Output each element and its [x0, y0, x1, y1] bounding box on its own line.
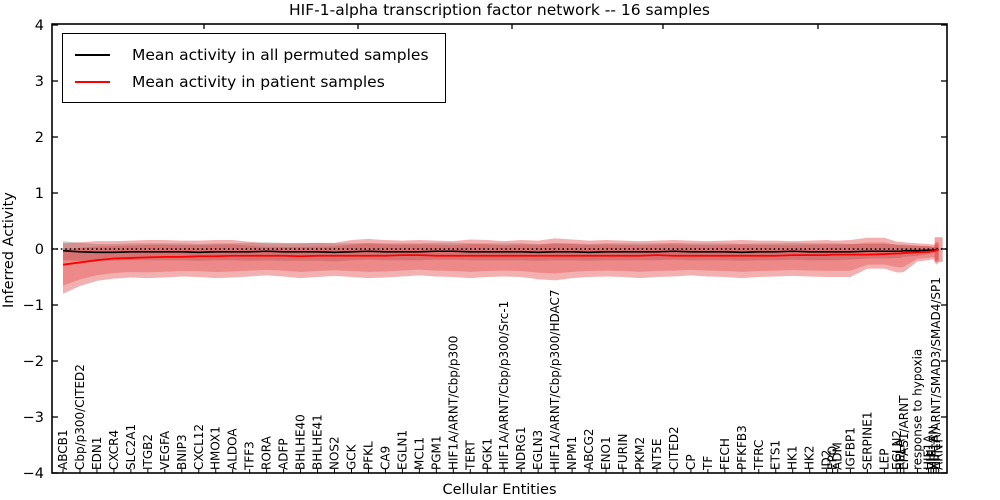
x-tick-label: CA9: [378, 446, 392, 470]
x-tick-label: EPO: [826, 446, 840, 470]
x-tick-label: BHLHE41: [311, 414, 325, 470]
y-tick-label: −1: [23, 298, 44, 314]
x-tick-label: HIF1A/ARNT/Cbp/p300: [446, 336, 460, 470]
x-axis-label: Cellular Entities: [442, 482, 557, 498]
x-tick-label: FURIN: [616, 433, 630, 470]
y-tick-label: −2: [23, 354, 44, 370]
patient-mean-line: [62, 248, 939, 266]
x-tick-label: CXCL12: [192, 424, 206, 470]
x-tick-label: HIF1A/ARNT/SMAD3/SMAD4/SP1: [929, 277, 943, 470]
x-tick-label: ENO1: [599, 436, 613, 470]
x-tick-label: EPAS1/ARNT: [897, 395, 911, 470]
x-tick-label: ALDOA: [226, 428, 240, 470]
x-tick-label: Cbp/p300/CITED2: [73, 364, 87, 470]
y-axis-label: Inferred Activity: [1, 192, 17, 308]
x-tick-label: ARNT: [932, 436, 946, 470]
x-tick-label: PKM2: [633, 437, 647, 470]
x-tick-label: CP: [684, 454, 698, 470]
x-tick-label: RORA: [260, 435, 274, 470]
legend-entry-permuted: Mean activity in all permuted samples: [75, 41, 429, 68]
legend-label-permuted: Mean activity in all permuted samples: [132, 45, 429, 64]
x-tick-label: SLC2A1: [124, 424, 138, 470]
x-tick-label: TERT: [463, 440, 477, 471]
x-tick-label: VEGFA: [158, 430, 172, 470]
y-tick-label: 0: [35, 242, 44, 258]
x-tick-label: EGLN2: [890, 430, 904, 470]
x-tick-label: IGFBP1: [843, 427, 857, 470]
x-tick-label: ETS1: [769, 440, 783, 470]
x-tick-label: CXCR4: [107, 430, 121, 470]
x-tick-label: ADFP: [277, 438, 291, 470]
x-tick-label: EGLN3: [531, 430, 545, 470]
x-tick-label: TF: [701, 456, 715, 471]
x-tick-label: PGM1: [429, 435, 443, 470]
x-tick-label: NPM1: [565, 436, 579, 470]
x-tick-label: NT5E: [650, 438, 664, 470]
x-tick-label: MCL1: [412, 437, 426, 470]
x-tick-label: NOS2: [328, 436, 342, 470]
x-tick-label: BHLHE40: [294, 414, 308, 470]
x-tick-label: VHL: [924, 446, 938, 470]
x-tick-label: HMOX1: [209, 426, 223, 470]
legend-box: Mean activity in all permuted samples Me…: [62, 33, 446, 103]
x-tick-label: TFRC: [752, 440, 766, 471]
x-tick-label: BNIP3: [175, 434, 189, 470]
x-tick-label: HIF1AN: [927, 426, 941, 470]
x-tick-label: SERPINE1: [860, 411, 874, 470]
x-tick-label: CITED2: [667, 426, 681, 470]
x-tick-label: HIF1A: [921, 434, 935, 470]
y-tick-label: −4: [23, 466, 44, 482]
patient-band-inner: [63, 242, 939, 286]
y-tick-label: 3: [35, 74, 44, 90]
x-tick-label: PFKFB3: [735, 425, 749, 470]
x-tick-label: FECH: [718, 438, 732, 470]
x-tick-label: GCK: [344, 443, 358, 470]
x-tick-label: HIF1A/ARNT/Cbp/p300/Src-1: [497, 301, 511, 470]
x-tick-label: LEP: [877, 448, 891, 470]
x-tick-label: response to hypoxia: [910, 349, 924, 470]
x-tick-label: RELA: [893, 438, 907, 470]
x-tick-label: PGK1: [480, 438, 494, 470]
y-tick-label: 4: [35, 18, 44, 34]
legend-entry-patient: Mean activity in patient samples: [75, 68, 429, 95]
permuted-mean-line: [62, 248, 939, 254]
x-tick-label: HIF1A/ARNT/Cbp/p300/HDAC7: [548, 289, 562, 470]
y-tick-label: −3: [23, 410, 44, 426]
x-tick-label: HK2: [803, 445, 817, 470]
x-tick-label: EGLN1: [395, 430, 409, 470]
x-tick-label: HK1: [786, 445, 800, 470]
y-tick-label: 1: [35, 186, 44, 202]
x-tick-label: PFKL: [361, 441, 375, 470]
x-tick-label: EDN1: [90, 437, 104, 470]
x-tick-label: TFF3: [243, 441, 257, 471]
x-tick-label: ABCB1: [56, 430, 70, 470]
x-tick-label: ABCG2: [582, 428, 596, 470]
x-tick-label: ADM: [831, 442, 845, 470]
patient-line-sample: [75, 80, 110, 83]
x-tick-label: ITGB2: [141, 434, 155, 470]
permuted-line-sample: [75, 53, 110, 56]
x-tick-label: ID2: [820, 450, 834, 470]
y-tick-label: 2: [35, 130, 44, 146]
x-tick-label: NDRG1: [514, 427, 528, 471]
legend-label-patient: Mean activity in patient samples: [132, 72, 385, 91]
chart-title: HIF-1-alpha transcription factor network…: [289, 1, 710, 19]
